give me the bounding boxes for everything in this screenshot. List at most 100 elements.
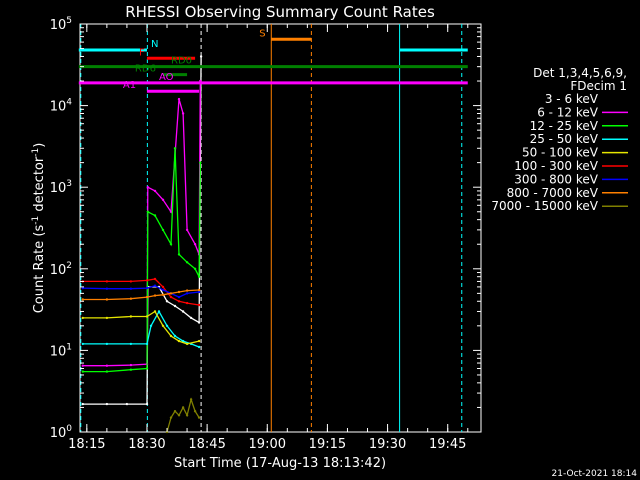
- series-2-point-1: [105, 370, 109, 373]
- legend-label-0: 3 - 6 keV: [545, 92, 599, 106]
- series-0-point-3: [145, 402, 149, 406]
- y-tick-label-0: 100: [50, 424, 73, 441]
- series-2-point-2: [129, 368, 133, 371]
- flag-label-A1: A1: [123, 80, 136, 91]
- x-tick-label-5: 19:30: [369, 437, 406, 452]
- legend-header-2: FDecim 1: [570, 79, 627, 93]
- x-tick-label-0: 18:15: [68, 437, 105, 452]
- series-7-point-4: [153, 294, 157, 297]
- legend-label-5: 100 - 300 keV: [514, 159, 598, 173]
- flag-label-F: F: [139, 47, 145, 58]
- series-7-point-8: [185, 289, 189, 292]
- series-1-point-5: [153, 189, 157, 193]
- series-2-point-5: [153, 214, 157, 217]
- series-6-point-4: [153, 284, 157, 287]
- flag-label-S: S: [259, 28, 265, 39]
- series-7-point-6: [169, 292, 173, 295]
- series-8-point-4: [181, 406, 185, 409]
- legend-label-7: 800 - 7000 keV: [507, 186, 599, 200]
- series-8-point-3: [177, 414, 181, 417]
- plot-frame: [79, 23, 482, 433]
- footer-timestamp: 21-Oct-2021 18:14: [552, 469, 638, 479]
- x-tick-label-1: 18:30: [128, 437, 165, 452]
- chart-title: RHESSI Observing Summary Count Rates: [125, 3, 435, 21]
- series-4-point-4: [153, 310, 157, 313]
- series-8-point-5: [185, 414, 189, 417]
- series-5-point-3: [145, 279, 149, 282]
- series-0-point-0: [81, 402, 85, 406]
- series-1-point-0: [81, 364, 85, 367]
- series-1-point-4: [146, 186, 149, 189]
- series-7-point-7: [177, 290, 181, 294]
- legend-label-1: 6 - 12 keV: [537, 105, 599, 119]
- series-6-point-1: [105, 287, 109, 290]
- flag-label-N: N: [151, 39, 158, 50]
- series-6-point-2: [129, 287, 133, 290]
- series-0-point-1: [105, 402, 109, 406]
- series-2-point-8: [173, 147, 177, 150]
- series-5-point-6: [169, 295, 173, 299]
- y-tick-label-1: 101: [50, 342, 72, 359]
- series-1-point-11: [193, 243, 197, 246]
- series-4-point-6: [169, 334, 173, 338]
- series-4-point-2: [129, 315, 133, 318]
- series-line-2: [82, 148, 201, 373]
- series-2-point-6: [161, 228, 165, 232]
- series-3-point-3: [145, 342, 149, 346]
- series-5-point-2: [129, 280, 133, 283]
- series-3-point-5: [157, 310, 161, 313]
- series-2-point-9: [177, 253, 181, 256]
- legend-label-2: 12 - 25 keV: [530, 119, 599, 133]
- series-5-point-5: [161, 285, 165, 289]
- series-7-point-9: [197, 288, 201, 292]
- series-3-point-1: [105, 342, 109, 346]
- series-1-point-8: [177, 97, 181, 101]
- y-tick-label-4: 104: [50, 98, 73, 115]
- series-4-point-8: [185, 342, 189, 346]
- series-6-point-5: [161, 288, 165, 292]
- x-tick-label-4: 19:15: [309, 437, 346, 452]
- data-layer: [80, 24, 463, 434]
- series-1-point-6: [161, 198, 165, 201]
- series-line-5: [82, 278, 200, 306]
- series-3-point-7: [173, 334, 177, 338]
- x-axis-label: Start Time (17-Aug-13 18:13:42): [174, 456, 386, 471]
- legend-label-4: 50 - 100 keV: [522, 146, 599, 160]
- series-0-point-10: [197, 321, 201, 324]
- series-3-point-2: [129, 342, 133, 346]
- legend-label-8: 7000 - 15000 keV: [491, 199, 598, 213]
- series-6-point-7: [177, 295, 181, 299]
- series-8-point-7: [193, 410, 197, 413]
- series-6-point-3: [145, 286, 149, 290]
- series-0-point-7: [173, 304, 177, 308]
- y-tick-label-5: 105: [50, 16, 72, 33]
- series-5-point-8: [185, 301, 189, 305]
- axes-layer: 18:15 18:30 18:45 19:00 19:15 19:30 19:45 100 10…: [50, 16, 481, 452]
- series-7-point-5: [161, 293, 165, 296]
- series-line-7: [82, 289, 200, 301]
- x-tick-label-3: 19:00: [249, 437, 286, 452]
- series-8-point-2: [173, 410, 177, 413]
- series-8-point-1: [169, 416, 173, 419]
- series-line-4: [82, 310, 200, 345]
- flag-label-RD6: RD6: [135, 64, 156, 75]
- series-line-6: [82, 285, 200, 298]
- y-tick-label-2: 102: [50, 261, 72, 278]
- series-3-point-0: [81, 342, 85, 346]
- series-3-point-4: [149, 324, 153, 327]
- series-2-point-10: [185, 261, 189, 264]
- series-4-point-7: [177, 339, 181, 343]
- series-7-point-2: [129, 297, 133, 300]
- x-tick-label-2: 18:45: [188, 437, 225, 452]
- series-0-point-11: [199, 55, 203, 58]
- series-1-point-2: [129, 363, 133, 367]
- x-tick-label-6: 19:45: [429, 437, 466, 452]
- series-8-point-6: [189, 398, 193, 401]
- legend-label-3: 25 - 50 keV: [530, 132, 599, 146]
- series-line-1: [82, 80, 201, 367]
- series-4-point-9: [197, 339, 201, 343]
- series-0-point-9: [189, 316, 193, 320]
- series-5-point-9: [197, 303, 201, 307]
